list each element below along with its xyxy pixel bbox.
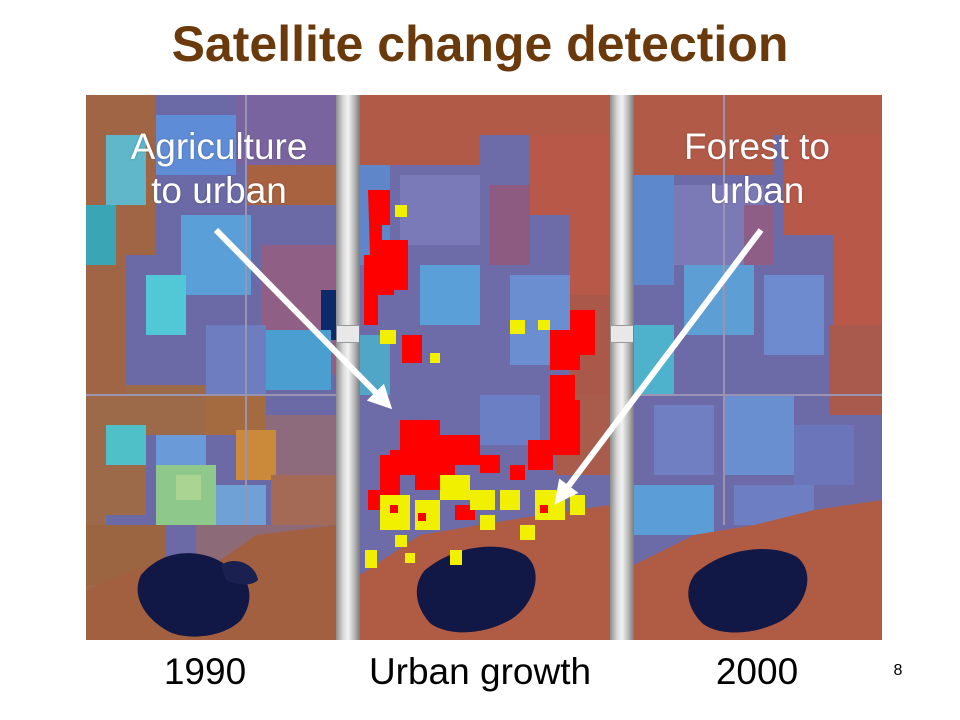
arrow-forest-to-urban bbox=[554, 228, 764, 505]
satellite-imagery-composite: Agriculture to urban Forest to urban bbox=[86, 95, 882, 640]
caption-2000: 2000 bbox=[715, 651, 799, 692]
image-urban-growth-graphic bbox=[360, 95, 610, 640]
image-urban-growth bbox=[360, 95, 610, 640]
image-2000-graphic bbox=[634, 95, 882, 640]
label-forest-line1: Forest to bbox=[684, 126, 830, 167]
page-number: 8 bbox=[893, 662, 903, 679]
pane-splitter-right bbox=[610, 95, 634, 640]
image-2000 bbox=[634, 95, 882, 640]
slide-title: Satellite change detection bbox=[171, 16, 789, 72]
label-agriculture-to-urban: Agriculture to urban bbox=[114, 125, 324, 213]
arrow-agriculture-to-urban bbox=[213, 227, 393, 410]
label-forest-line2: urban bbox=[709, 170, 805, 211]
arrows-overlay bbox=[213, 227, 764, 505]
caption-urban-growth: Urban growth bbox=[368, 651, 592, 692]
label-agriculture-line2: to urban bbox=[151, 170, 287, 211]
label-agriculture-line1: Agriculture bbox=[130, 126, 308, 167]
label-forest-to-urban: Forest to urban bbox=[652, 125, 862, 213]
caption-1990: 1990 bbox=[163, 651, 247, 692]
